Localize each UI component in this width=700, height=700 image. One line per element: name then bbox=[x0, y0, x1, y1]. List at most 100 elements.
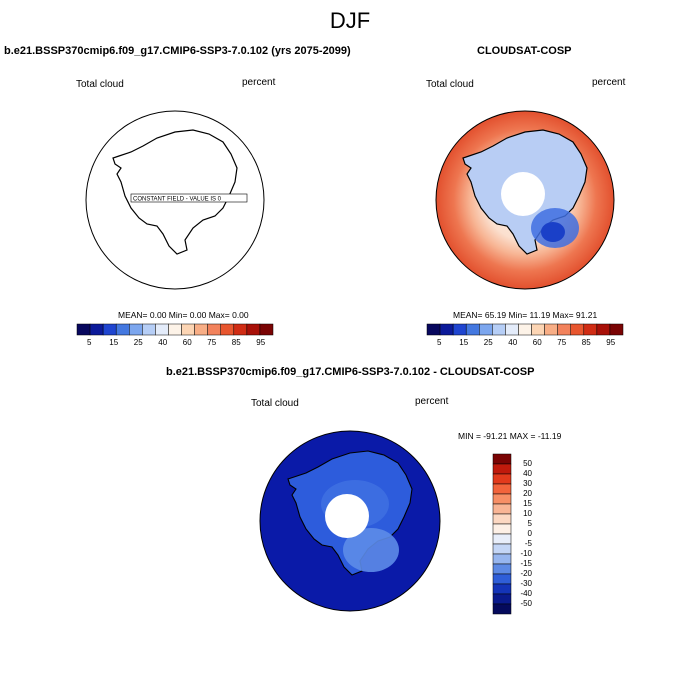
colorbar-swatch bbox=[220, 323, 235, 336]
panel2-map bbox=[435, 110, 615, 290]
figure-title: DJF bbox=[329, 8, 371, 33]
colorbar-tick-label: 40 bbox=[508, 338, 518, 347]
colorbar-tick-label: 5 bbox=[87, 338, 92, 347]
colorbar-swatch bbox=[492, 323, 506, 336]
colorbar-swatch bbox=[492, 543, 512, 555]
panel2-colorbar-labels: 5 15 25 40 60 75 85 95 bbox=[427, 338, 623, 350]
panel2-units-label: percent bbox=[592, 77, 626, 88]
colorbar-swatch bbox=[492, 453, 512, 465]
panel3-minmax: MIN = -91.21 MAX = -11.19 bbox=[458, 431, 562, 441]
panel3-smaller-difference-region bbox=[343, 528, 399, 572]
colorbar-tick-label: 40 bbox=[523, 469, 532, 478]
panel1-variable-label: Total cloud bbox=[76, 79, 124, 90]
colorbar-swatch bbox=[492, 553, 512, 565]
colorbar-tick-label: -30 bbox=[520, 579, 532, 588]
colorbar-swatch bbox=[207, 323, 221, 336]
colorbar-tick-label: 30 bbox=[523, 479, 532, 488]
panel1-colorbar-labels: 5 15 25 40 60 75 85 95 bbox=[77, 338, 273, 350]
colorbar-swatch bbox=[492, 573, 512, 585]
colorbar-tick-label: -10 bbox=[520, 549, 532, 558]
colorbar-swatch bbox=[181, 323, 195, 336]
colorbar-tick-label: 15 bbox=[523, 499, 532, 508]
panel1-antarctica-coastline bbox=[112, 129, 238, 255]
colorbar-tick-label: 15 bbox=[109, 338, 119, 347]
panel2-stats: MEAN= 65.19 Min= 11.19 Max= 91.21 bbox=[453, 310, 598, 320]
panel3-pole-hole bbox=[325, 494, 369, 538]
colorbar-swatch bbox=[492, 593, 512, 605]
constant-field-box bbox=[130, 193, 248, 203]
colorbar-swatch bbox=[129, 323, 143, 336]
colorbar-swatch bbox=[439, 323, 454, 336]
panel1-map: CONSTANT FIELD - VALUE IS 0 bbox=[85, 110, 265, 290]
colorbar-swatch bbox=[492, 563, 512, 575]
constant-field-annotation: CONSTANT FIELD - VALUE IS 0 bbox=[133, 197, 222, 203]
colorbar-tick-label: 10 bbox=[523, 509, 532, 518]
colorbar-tick-label: 25 bbox=[483, 338, 493, 347]
colorbar-tick-label: 5 bbox=[437, 338, 442, 347]
panel1-title: b.e21.BSSP370cmip6.f09_g17.CMIP6-SSP3-7.… bbox=[4, 45, 351, 57]
colorbar-swatch bbox=[259, 323, 274, 336]
colorbar-swatch bbox=[233, 323, 248, 336]
colorbar-swatch bbox=[492, 503, 512, 515]
panel3-units-label: percent bbox=[415, 396, 449, 407]
colorbar-swatch bbox=[492, 483, 512, 495]
colorbar-tick-label: 25 bbox=[133, 338, 143, 347]
panel3-variable-label: Total cloud bbox=[251, 398, 299, 409]
colorbar-swatch bbox=[492, 473, 512, 485]
colorbar-tick-label: 15 bbox=[459, 338, 469, 347]
colorbar-swatch bbox=[426, 323, 441, 336]
panel1-colorbar bbox=[76, 323, 274, 336]
colorbar-swatch bbox=[544, 323, 558, 336]
colorbar-swatch bbox=[102, 323, 117, 336]
colorbar-swatch bbox=[492, 513, 512, 525]
colorbar-swatch bbox=[505, 323, 519, 336]
colorbar-tick-label: 85 bbox=[581, 338, 591, 347]
colorbar-swatch bbox=[492, 583, 512, 595]
colorbar-swatch bbox=[596, 323, 611, 336]
panel3-colorbar bbox=[492, 453, 512, 615]
colorbar-tick-label: 60 bbox=[182, 338, 192, 347]
colorbar-swatch bbox=[492, 523, 512, 535]
colorbar-swatch bbox=[492, 603, 512, 615]
colorbar-tick-label: 95 bbox=[256, 338, 266, 347]
colorbar-swatch bbox=[531, 323, 545, 336]
colorbar-swatch bbox=[115, 323, 130, 336]
panel2-variable-label: Total cloud bbox=[426, 79, 474, 90]
panel2-lowest-cloud-region bbox=[541, 222, 565, 242]
colorbar-tick-label: -20 bbox=[520, 569, 532, 578]
colorbar-swatch bbox=[492, 533, 512, 545]
panel1-stats: MEAN= 0.00 Min= 0.00 Max= 0.00 bbox=[118, 310, 249, 320]
colorbar-swatch bbox=[609, 323, 624, 336]
colorbar-swatch bbox=[168, 323, 182, 336]
colorbar-tick-label: 50 bbox=[523, 459, 532, 468]
colorbar-tick-label: -40 bbox=[520, 589, 532, 598]
colorbar-tick-label: 85 bbox=[231, 338, 241, 347]
colorbar-tick-label: 60 bbox=[532, 338, 542, 347]
colorbar-swatch bbox=[492, 463, 512, 475]
panel3-map bbox=[259, 430, 441, 612]
colorbar-swatch bbox=[246, 323, 261, 336]
colorbar-tick-label: -50 bbox=[520, 599, 532, 608]
colorbar-swatch bbox=[557, 323, 571, 336]
panel2-pole-hole bbox=[501, 172, 545, 216]
colorbar-swatch bbox=[518, 323, 532, 336]
colorbar-tick-label: 40 bbox=[158, 338, 168, 347]
colorbar-swatch bbox=[479, 323, 493, 336]
colorbar-tick-label: -15 bbox=[520, 559, 532, 568]
colorbar-swatch bbox=[492, 493, 512, 505]
panel2-title: CLOUDSAT-COSP bbox=[477, 45, 572, 57]
colorbar-swatch bbox=[452, 323, 467, 336]
panel1-units-label: percent bbox=[242, 77, 276, 88]
panel2-colorbar bbox=[426, 323, 624, 336]
colorbar-swatch bbox=[155, 323, 169, 336]
colorbar-tick-label: 75 bbox=[207, 338, 217, 347]
colorbar-swatch bbox=[465, 323, 480, 336]
colorbar-tick-label: -5 bbox=[524, 539, 532, 548]
colorbar-tick-label: 0 bbox=[527, 529, 532, 538]
colorbar-swatch bbox=[89, 323, 104, 336]
colorbar-swatch bbox=[570, 323, 585, 336]
panel3-colorbar-labels: 50 40 30 20 15 10 5 0 -5 -10 -15 -20 -30 -40 -50 bbox=[510, 454, 540, 614]
panel3-title: b.e21.BSSP370cmip6.f09_g17.CMIP6-SSP3-7.… bbox=[166, 366, 535, 378]
colorbar-tick-label: 5 bbox=[527, 519, 532, 528]
colorbar-tick-label: 20 bbox=[523, 489, 532, 498]
